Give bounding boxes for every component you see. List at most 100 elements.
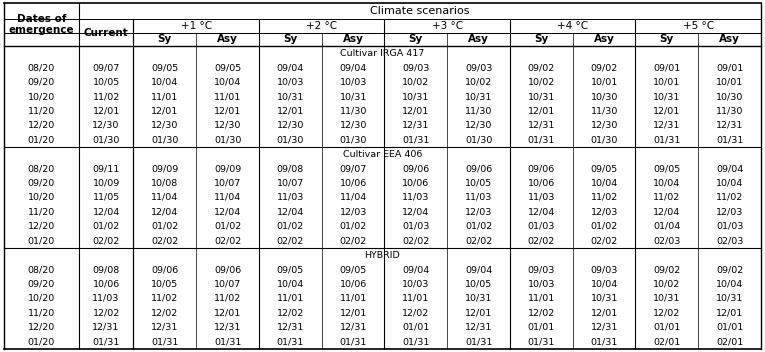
Text: 01/04: 01/04 xyxy=(653,222,681,231)
Text: 01/30: 01/30 xyxy=(214,135,241,144)
Text: 02/02: 02/02 xyxy=(93,236,119,245)
Text: 12/31: 12/31 xyxy=(151,323,178,332)
Text: 11/04: 11/04 xyxy=(340,193,366,202)
Text: 09/07: 09/07 xyxy=(93,63,119,72)
Text: 11/02: 11/02 xyxy=(591,193,618,202)
Text: Asy: Asy xyxy=(594,34,614,44)
Text: 11/02: 11/02 xyxy=(716,193,744,202)
Text: 01/30: 01/30 xyxy=(151,135,178,144)
Text: 09/20: 09/20 xyxy=(28,279,55,289)
Text: 11/01: 11/01 xyxy=(340,294,366,303)
Text: 01/02: 01/02 xyxy=(93,222,119,231)
Text: 09/06: 09/06 xyxy=(151,265,178,274)
Text: 02/02: 02/02 xyxy=(277,236,304,245)
Text: 09/05: 09/05 xyxy=(151,63,178,72)
Text: 10/06: 10/06 xyxy=(528,178,555,188)
Text: 12/03: 12/03 xyxy=(591,207,618,216)
Text: 09/08: 09/08 xyxy=(93,265,119,274)
Text: 01/02: 01/02 xyxy=(214,222,241,231)
Text: 01/31: 01/31 xyxy=(402,337,430,346)
Text: 10/02: 10/02 xyxy=(465,77,492,87)
Text: 02/03: 02/03 xyxy=(653,236,681,245)
Text: 10/01: 10/01 xyxy=(591,77,618,87)
Text: 12/01: 12/01 xyxy=(93,106,119,115)
Text: 10/31: 10/31 xyxy=(465,92,493,101)
Text: Current: Current xyxy=(83,27,129,38)
Text: 09/04: 09/04 xyxy=(716,164,744,173)
Text: 11/04: 11/04 xyxy=(214,193,241,202)
Text: 12/20: 12/20 xyxy=(28,323,55,332)
Text: 09/03: 09/03 xyxy=(591,265,618,274)
Text: 10/04: 10/04 xyxy=(214,77,241,87)
Text: 12/01: 12/01 xyxy=(653,106,681,115)
Text: 11/20: 11/20 xyxy=(28,106,55,115)
Text: 11/03: 11/03 xyxy=(93,294,120,303)
Text: 12/31: 12/31 xyxy=(528,121,555,130)
Text: 12/31: 12/31 xyxy=(214,323,241,332)
Text: 01/30: 01/30 xyxy=(591,135,618,144)
Text: 12/01: 12/01 xyxy=(277,106,304,115)
Text: 10/31: 10/31 xyxy=(402,92,430,101)
Text: 12/01: 12/01 xyxy=(340,308,366,318)
Text: 01/02: 01/02 xyxy=(151,222,178,231)
Text: 09/05: 09/05 xyxy=(653,164,681,173)
Text: 10/03: 10/03 xyxy=(528,279,555,289)
Text: 09/06: 09/06 xyxy=(528,164,555,173)
Text: +5 °C: +5 °C xyxy=(682,21,714,31)
Text: 11/03: 11/03 xyxy=(402,193,430,202)
Text: 09/05: 09/05 xyxy=(277,265,304,274)
Text: 10/05: 10/05 xyxy=(93,77,119,87)
Text: Cultivar EEA 406: Cultivar EEA 406 xyxy=(343,150,422,159)
Text: 01/02: 01/02 xyxy=(277,222,304,231)
Text: 12/30: 12/30 xyxy=(214,121,241,130)
Text: 09/08: 09/08 xyxy=(277,164,304,173)
Text: 01/20: 01/20 xyxy=(28,337,55,346)
Text: 10/31: 10/31 xyxy=(653,92,681,101)
Text: 10/05: 10/05 xyxy=(465,178,492,188)
Text: Cultivar IRGA 417: Cultivar IRGA 417 xyxy=(340,49,425,58)
Text: 12/01: 12/01 xyxy=(214,106,241,115)
Text: 11/05: 11/05 xyxy=(93,193,119,202)
Text: 10/04: 10/04 xyxy=(591,178,618,188)
Text: +3 °C: +3 °C xyxy=(431,21,463,31)
Text: 09/09: 09/09 xyxy=(151,164,178,173)
Text: 01/31: 01/31 xyxy=(528,135,555,144)
Text: 09/06: 09/06 xyxy=(402,164,429,173)
Text: 10/07: 10/07 xyxy=(214,279,241,289)
Text: 09/04: 09/04 xyxy=(277,63,304,72)
Text: 01/02: 01/02 xyxy=(591,222,618,231)
Text: 11/03: 11/03 xyxy=(528,193,555,202)
Text: 10/06: 10/06 xyxy=(340,279,366,289)
Text: 01/31: 01/31 xyxy=(528,337,555,346)
Text: 10/02: 10/02 xyxy=(402,77,429,87)
Text: 10/01: 10/01 xyxy=(716,77,744,87)
Text: 10/30: 10/30 xyxy=(716,92,744,101)
Text: 12/31: 12/31 xyxy=(591,323,618,332)
Text: 10/03: 10/03 xyxy=(340,77,366,87)
Text: 10/31: 10/31 xyxy=(528,92,555,101)
Text: 12/02: 12/02 xyxy=(653,308,681,318)
Text: 10/06: 10/06 xyxy=(340,178,366,188)
Text: 01/31: 01/31 xyxy=(214,337,241,346)
Text: 09/04: 09/04 xyxy=(402,265,429,274)
Text: 09/02: 09/02 xyxy=(653,265,681,274)
Text: 11/30: 11/30 xyxy=(465,106,493,115)
Text: 09/20: 09/20 xyxy=(28,178,55,188)
Text: 10/30: 10/30 xyxy=(591,92,618,101)
Text: 10/03: 10/03 xyxy=(277,77,304,87)
Text: 10/01: 10/01 xyxy=(653,77,681,87)
Text: 08/20: 08/20 xyxy=(28,164,55,173)
Text: 11/01: 11/01 xyxy=(214,92,241,101)
Text: 01/01: 01/01 xyxy=(653,323,681,332)
Text: 10/02: 10/02 xyxy=(653,279,681,289)
Text: Sy: Sy xyxy=(283,34,298,44)
Text: 10/20: 10/20 xyxy=(28,92,55,101)
Text: 01/31: 01/31 xyxy=(653,135,681,144)
Text: 02/01: 02/01 xyxy=(716,337,744,346)
Text: 01/02: 01/02 xyxy=(465,222,492,231)
Text: 09/20: 09/20 xyxy=(28,77,55,87)
Text: 12/30: 12/30 xyxy=(591,121,618,130)
Text: 12/01: 12/01 xyxy=(402,106,429,115)
Text: 12/03: 12/03 xyxy=(465,207,493,216)
Text: 11/02: 11/02 xyxy=(653,193,681,202)
